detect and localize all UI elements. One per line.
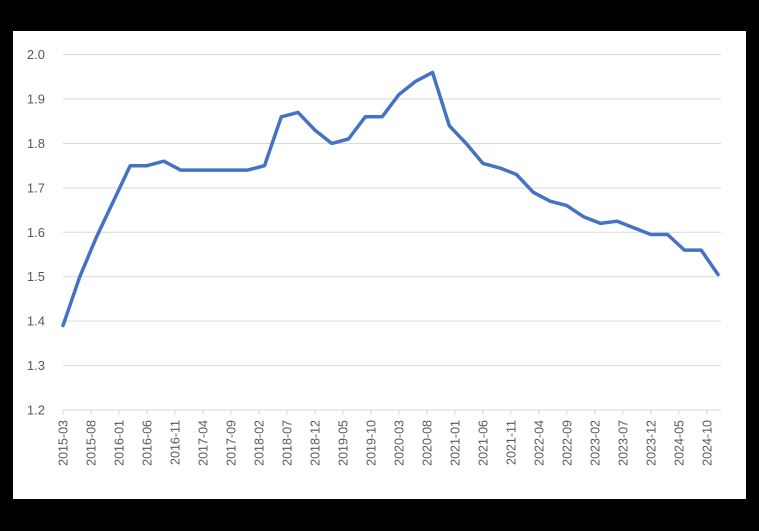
x-tick-label: 2016-11 bbox=[168, 420, 182, 465]
y-tick-label: 1.9 bbox=[27, 92, 45, 107]
x-tick-label: 2020-03 bbox=[392, 420, 406, 466]
y-tick-label: 1.7 bbox=[27, 180, 45, 195]
x-tick-label: 2022-04 bbox=[532, 420, 546, 466]
x-tick-label: 2019-10 bbox=[364, 420, 378, 466]
y-tick-label: 2.0 bbox=[27, 47, 45, 62]
gridlines bbox=[63, 54, 721, 411]
x-tick-label: 2018-07 bbox=[280, 420, 294, 466]
x-tick-label: 2015-03 bbox=[57, 420, 71, 466]
y-axis: 1.2 1.3 1.4 1.5 1.6 1.7 1.8 1.9 2.0 bbox=[27, 47, 45, 417]
series-line bbox=[61, 70, 720, 328]
x-tick-label: 2023-07 bbox=[616, 420, 630, 466]
y-tick-label: 1.5 bbox=[27, 269, 45, 284]
x-tick-label: 2015-08 bbox=[84, 420, 98, 466]
x-tick-label: 2024-05 bbox=[672, 420, 686, 466]
x-tick-label: 2018-02 bbox=[252, 420, 266, 466]
y-tick-label: 1.8 bbox=[27, 136, 45, 151]
x-tick-label: 2016-01 bbox=[112, 420, 126, 466]
x-tick-label: 2023-02 bbox=[588, 420, 602, 466]
x-tick-label: 2021-06 bbox=[476, 420, 490, 466]
x-axis: 2015-03 2015-08 2016-01 2016-06 2016-11 2017-… bbox=[57, 410, 714, 466]
y-tick-label: 1.2 bbox=[27, 403, 45, 418]
x-tick-label: 2023-12 bbox=[644, 420, 658, 466]
x-tick-label: 2017-09 bbox=[224, 420, 238, 466]
x-tick-label: 2021-11 bbox=[504, 420, 518, 465]
x-tick-label: 2021-01 bbox=[448, 420, 462, 466]
y-tick-label: 1.4 bbox=[27, 314, 45, 329]
chart-panel: 1.2 1.3 1.4 1.5 1.6 1.7 1.8 1.9 2.0 2015-03 2015-… bbox=[13, 31, 746, 499]
x-tick-label: 2016-06 bbox=[140, 420, 154, 466]
x-tick-label: 2024-10 bbox=[700, 420, 714, 466]
x-tick-label: 2018-12 bbox=[308, 420, 322, 466]
x-tick-label: 2019-05 bbox=[336, 420, 350, 466]
line-chart: 1.21.31.41.51.61.71.81.92.0 2015-03 2015-… bbox=[27, 47, 721, 466]
data-series bbox=[61, 70, 720, 328]
x-tick-label: 2017-04 bbox=[196, 420, 210, 466]
y-tick-label: 1.3 bbox=[27, 358, 45, 373]
y-tick-label: 1.6 bbox=[27, 225, 45, 240]
x-tick-label: 2020-08 bbox=[420, 420, 434, 466]
x-tick-label: 2022-09 bbox=[560, 420, 574, 466]
